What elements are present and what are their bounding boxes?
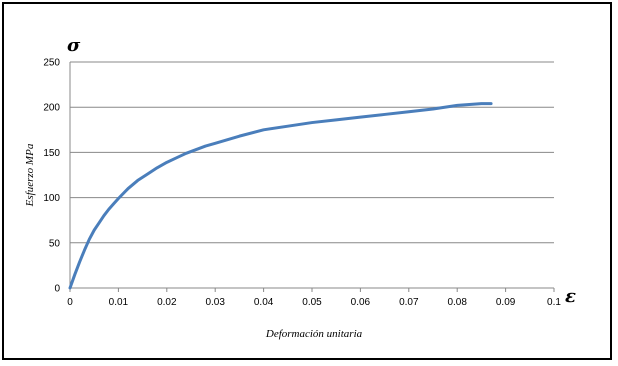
- axes: [69, 62, 555, 292]
- y-tick-label: 50: [49, 238, 61, 249]
- y-axis-title: Esfuerzo MPa: [24, 143, 36, 207]
- y-axis-symbol: σ: [67, 35, 81, 56]
- x-tick-label: 0.09: [496, 297, 516, 308]
- x-tick-label: 0.01: [109, 297, 129, 308]
- gridlines: [70, 61, 554, 244]
- x-tick-label: 0.02: [157, 297, 177, 308]
- x-tick-label: 0.07: [399, 297, 419, 308]
- x-tick-label: 0.1: [547, 297, 561, 308]
- y-tick-labels: 0 50 100 150 200 250: [43, 58, 60, 295]
- y-tick-label: 250: [43, 58, 60, 69]
- series: [68, 102, 493, 290]
- x-tick-label: 0.06: [351, 297, 371, 308]
- series-line-0: [68, 102, 493, 290]
- y-tick-label: 150: [43, 148, 60, 159]
- x-tick-label: 0.04: [254, 297, 274, 308]
- y-tick-label: 100: [43, 193, 60, 204]
- x-tick-label: 0: [67, 297, 73, 308]
- x-tick-label: 0.08: [447, 297, 467, 308]
- x-tick-label: 0.03: [205, 297, 225, 308]
- x-axis-symbol: ε: [565, 286, 576, 307]
- x-axis-title: Deformación unitaria: [265, 328, 363, 340]
- x-tick-labels: 0 0.01 0.02 0.03 0.04 0.05 0.06 0.07 0.08 0.09 0.1: [67, 297, 561, 308]
- y-tick-label: 0: [54, 284, 60, 295]
- x-tick-label: 0.05: [302, 297, 322, 308]
- y-tick-label: 200: [43, 103, 60, 114]
